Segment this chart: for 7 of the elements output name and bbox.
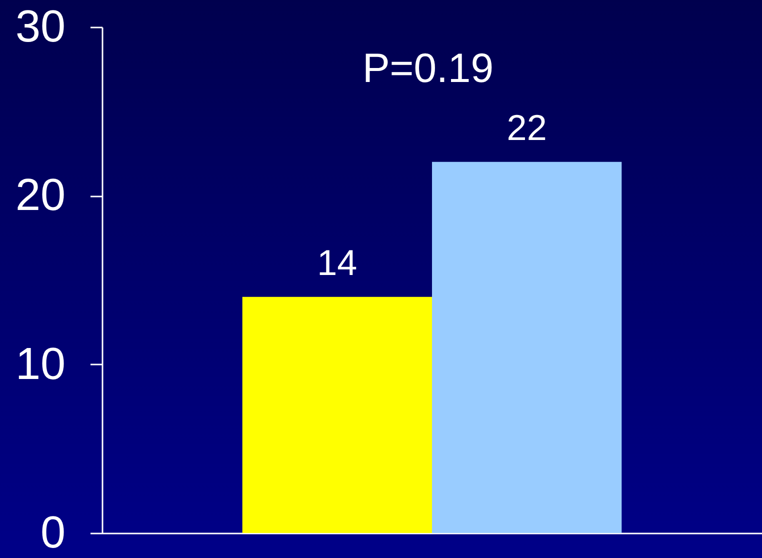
y-tick-label: 10 — [15, 338, 66, 389]
data-label: 22 — [506, 106, 547, 148]
y-tick-label: 30 — [15, 0, 66, 52]
data-label: 14 — [317, 242, 358, 283]
y-tick-label: 20 — [15, 169, 66, 220]
annotation: P=0.19 — [362, 45, 494, 91]
y-tick-label: 0 — [40, 506, 66, 558]
